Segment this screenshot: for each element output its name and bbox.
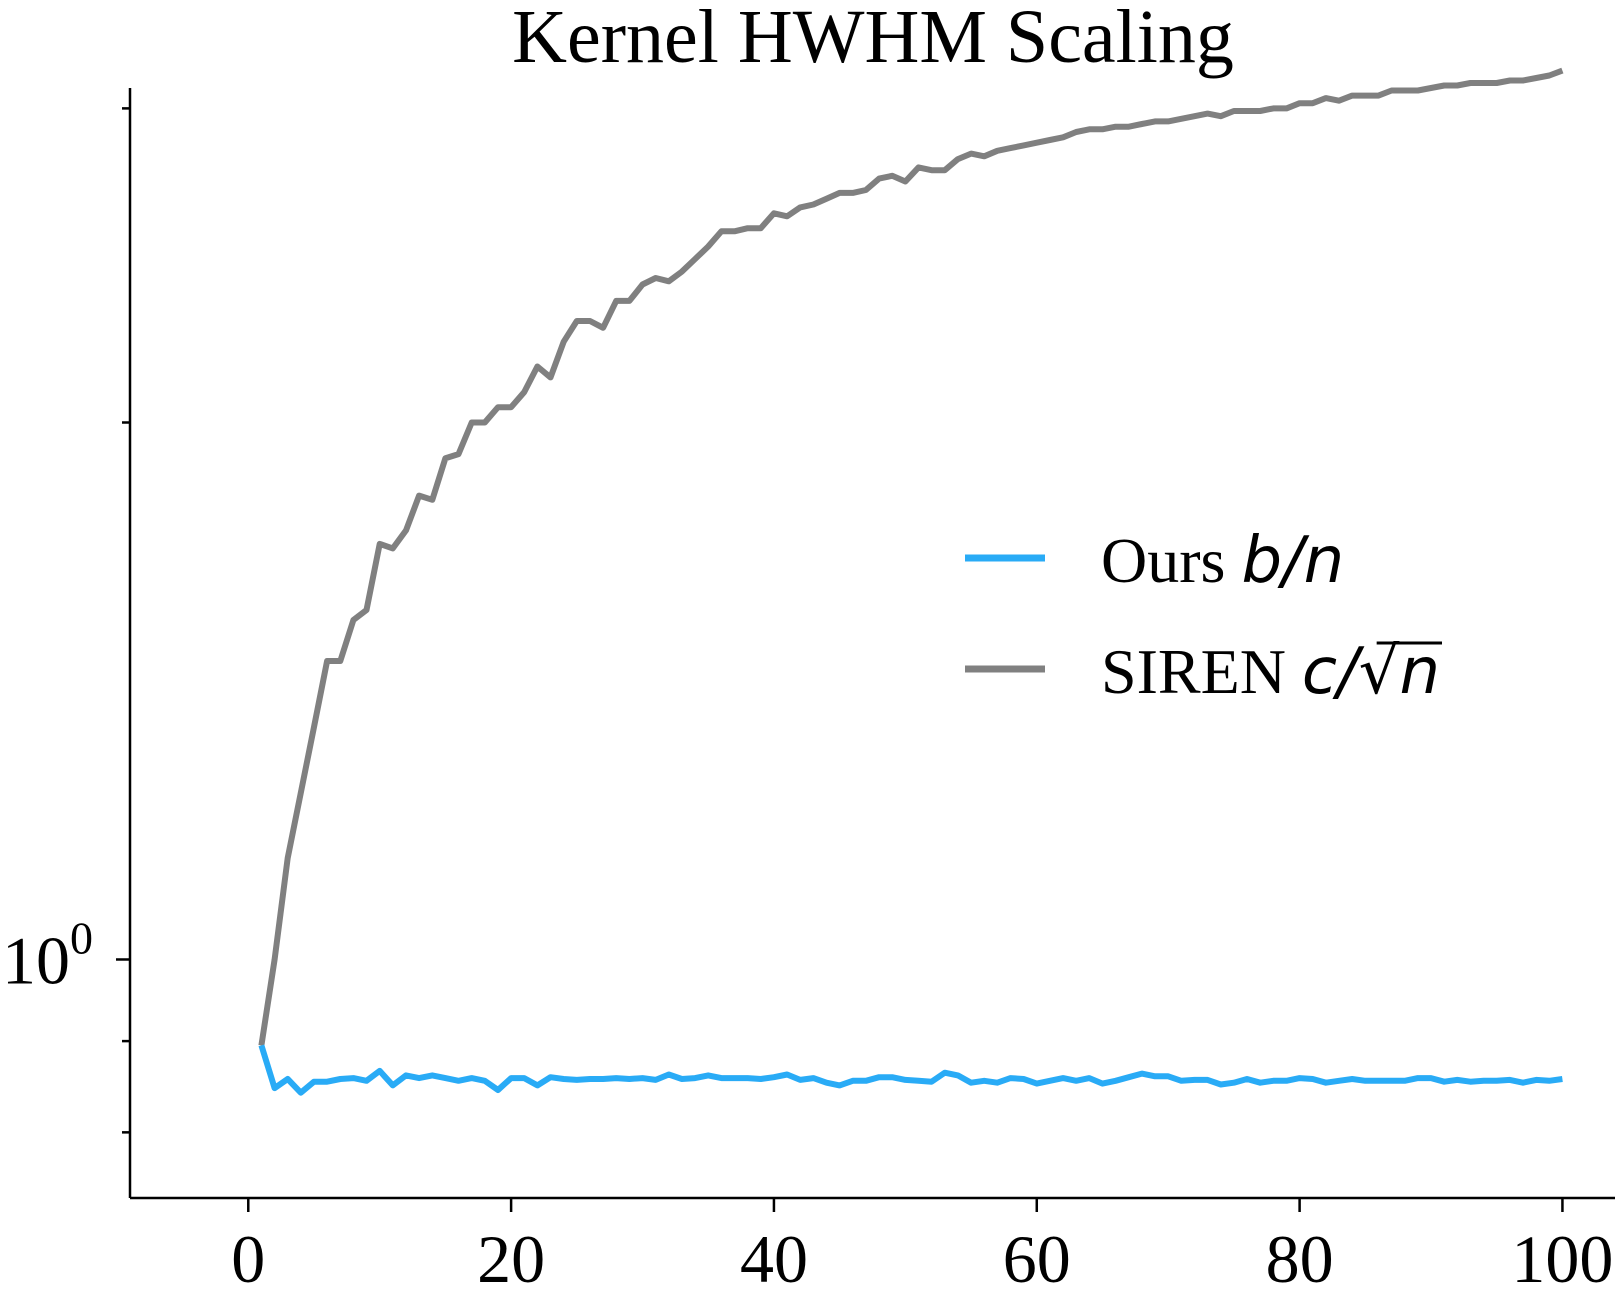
axes: 0 20 40 60 80 100 100 (2, 88, 1615, 1297)
x-tick-label: 60 (1003, 1221, 1071, 1297)
legend-label-ours: Ours b/n (1101, 524, 1344, 598)
series-ours-line (258, 1044, 1563, 1096)
x-tick-label: 40 (740, 1221, 808, 1297)
legend: Ours b/n SIREN c/√n (965, 524, 1442, 709)
x-tick-label: 0 (231, 1221, 265, 1297)
x-tick-label: 20 (477, 1221, 545, 1297)
x-tick-label: 100 (1511, 1221, 1613, 1297)
y-tick-label: 100 (2, 912, 93, 998)
legend-label-siren: SIREN c/√n (1101, 635, 1440, 709)
x-tick-label: 80 (1266, 1221, 1334, 1297)
series-siren-line (258, 67, 1564, 1046)
chart-title: Kernel HWHM Scaling (512, 0, 1234, 79)
series-layer (258, 67, 1564, 1096)
